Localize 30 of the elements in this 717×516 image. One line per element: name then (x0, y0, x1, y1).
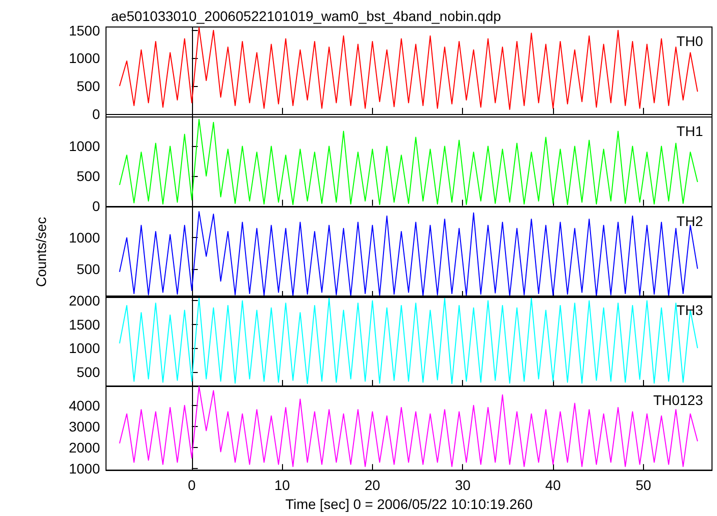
y-tick-label: 500 (76, 364, 100, 380)
y-tick-label: 1000 (68, 229, 100, 246)
x-tick-label: 30 (454, 477, 471, 494)
y-tick-label: 2000 (68, 440, 100, 456)
x-tick-label: 0 (188, 477, 196, 494)
x-tick-label: 10 (274, 477, 290, 494)
x-tick-label: 50 (636, 477, 652, 494)
y-axis-title: Counts/sec (33, 216, 49, 287)
y-tick-label: 500 (76, 260, 100, 276)
series-label: TH2 (676, 212, 704, 229)
y-tick-label: 500 (76, 168, 100, 184)
y-tick-label: 1000 (68, 460, 100, 477)
y-tick-label: 0 (92, 106, 100, 122)
y-tick-label: 3000 (68, 418, 100, 435)
series-label: TH0 (676, 33, 704, 49)
x-tick-label: 40 (545, 477, 562, 494)
chart-title: ae501033010_20060522101019_wam0_bst_4band_nobin.qdp (111, 8, 502, 24)
x-axis-title: Time [sec] 0 = 2006/05/22 10:10:19.260 (285, 496, 533, 512)
y-tick-label: 500 (76, 78, 100, 94)
y-tick-label: 1000 (68, 340, 100, 356)
x-tick-label: 20 (364, 477, 380, 494)
series-label: TH1 (676, 122, 704, 139)
y-tick-label: 1500 (68, 316, 100, 333)
y-tick-label: 1500 (68, 22, 100, 38)
series-label: TH0123 (653, 392, 704, 408)
y-tick-label: 0 (92, 198, 100, 214)
y-tick-label: 4000 (68, 398, 100, 414)
y-tick-label: 1000 (68, 138, 100, 154)
y-tick-label: 1000 (68, 50, 100, 66)
y-tick-label: 2000 (68, 293, 100, 310)
